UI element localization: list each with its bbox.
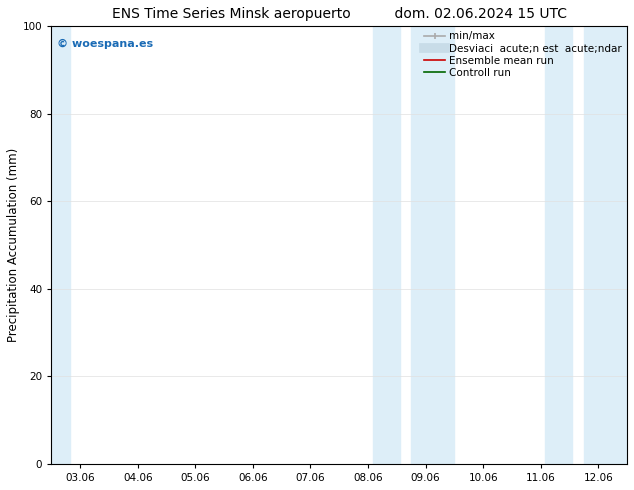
Bar — [373, 26, 399, 464]
Title: ENS Time Series Minsk aeropuerto          dom. 02.06.2024 15 UTC: ENS Time Series Minsk aeropuerto dom. 02… — [112, 7, 567, 21]
Text: © woespana.es: © woespana.es — [57, 39, 153, 49]
Y-axis label: Precipitation Accumulation (mm): Precipitation Accumulation (mm) — [7, 148, 20, 343]
Bar — [411, 26, 455, 464]
Bar — [545, 26, 573, 464]
Legend: min/max, Desviaci  acute;n est  acute;ndar, Ensemble mean run, Controll run: min/max, Desviaci acute;n est acute;ndar… — [422, 29, 624, 80]
Bar — [584, 26, 627, 464]
Bar — [51, 26, 70, 464]
